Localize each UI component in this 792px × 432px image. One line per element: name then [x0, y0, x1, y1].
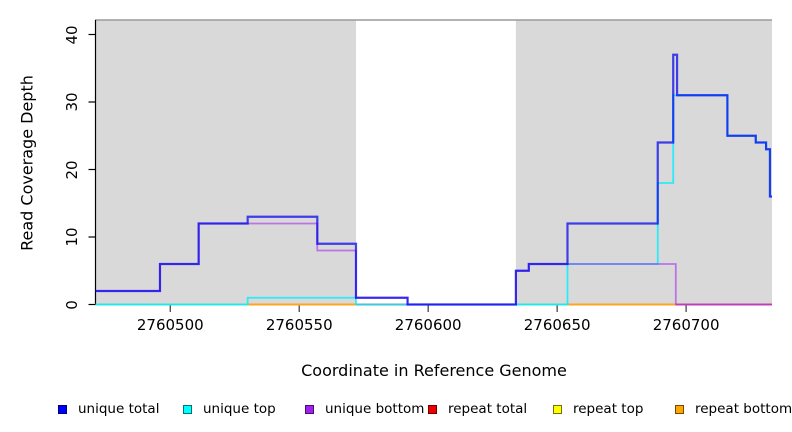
series-unique-total	[95, 53, 772, 306]
legend-label: repeat bottom	[695, 401, 792, 417]
y-axis-title: Read Coverage Depth	[17, 75, 37, 251]
y-tick-label: 10	[63, 227, 81, 247]
legend-label: repeat total	[448, 401, 528, 417]
legend-label: unique bottom	[325, 401, 425, 417]
repeat-top-swatch-icon	[553, 404, 562, 414]
repeat-bottom-swatch-icon	[675, 404, 684, 414]
legend-item-unique-top: unique top	[183, 400, 276, 418]
x-tick-label: 2760550	[265, 316, 333, 334]
y-tick-label: 30	[63, 92, 81, 112]
x-tick-label: 2760500	[136, 316, 204, 334]
legend-item-repeat-bottom: repeat bottom	[675, 400, 792, 418]
gap-region	[355, 20, 516, 305]
x-tick-label: 2760650	[523, 316, 591, 334]
x-tick-label: 2760700	[652, 316, 720, 334]
y-tick-label: 20	[63, 159, 81, 180]
unique-bottom-swatch-icon	[305, 404, 314, 414]
legend-item-repeat-top: repeat top	[553, 400, 643, 418]
unique-top-swatch-icon	[183, 404, 192, 414]
legend-item-unique-bottom: unique bottom	[305, 400, 424, 418]
unique-total-swatch-icon	[58, 404, 67, 414]
y-tick-label: 40	[63, 24, 81, 45]
x-axis-title: Coordinate in Reference Genome	[301, 361, 567, 380]
x-tick-label: 2760600	[394, 316, 462, 334]
legend-label: unique total	[78, 401, 160, 417]
legend-item-unique-total: unique total	[58, 400, 159, 418]
repeat-total-swatch-icon	[428, 404, 437, 414]
legend-label: repeat top	[573, 401, 644, 417]
legend-item-repeat-total: repeat total	[428, 400, 527, 418]
legend-label: unique top	[203, 401, 276, 417]
y-tick-label: 0	[63, 299, 81, 310]
